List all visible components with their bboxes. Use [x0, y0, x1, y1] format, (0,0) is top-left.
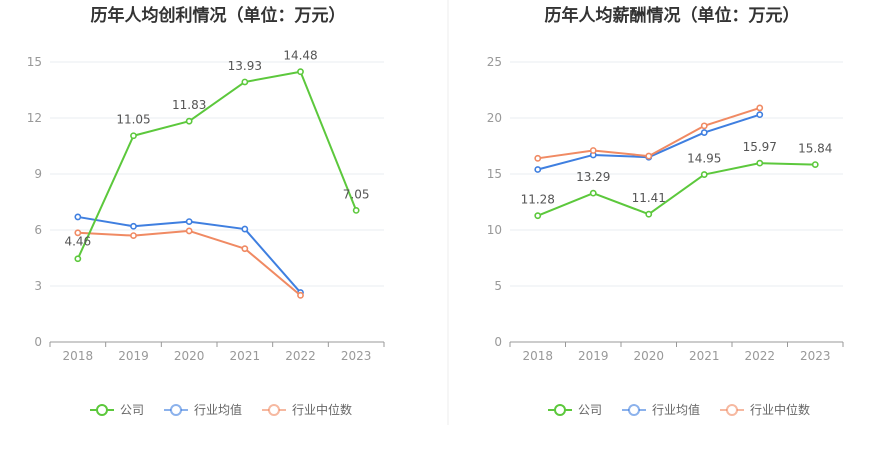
data-point-company: [756, 159, 764, 167]
x-tick-label: 2020: [633, 349, 664, 363]
data-point-company: [534, 212, 542, 220]
y-tick-label: 3: [34, 279, 42, 293]
data-label: 11.83: [172, 98, 206, 112]
y-tick-label: 25: [487, 55, 502, 69]
data-label: 14.48: [283, 49, 317, 63]
y-tick-label: 20: [487, 111, 502, 125]
data-point-company: [589, 189, 597, 197]
series-line-industry_median: [537, 106, 761, 160]
data-label: 13.93: [228, 59, 262, 73]
legend-item-label[interactable]: 行业均值: [194, 402, 242, 417]
data-point-company: [130, 132, 137, 140]
x-tick-label: 2023: [341, 349, 372, 363]
data-point-industry_median: [185, 227, 193, 235]
x-tick-label: 2020: [174, 349, 205, 363]
x-tick-label: 2023: [800, 349, 831, 363]
legend-swatch-marker: [628, 404, 640, 416]
legend-swatch-marker: [268, 404, 280, 416]
x-tick-label: 2021: [689, 349, 720, 363]
x-tick-label: 2022: [744, 349, 775, 363]
data-label: 11.41: [632, 191, 666, 205]
legend-item-label[interactable]: 行业中位数: [750, 402, 810, 417]
y-tick-label: 15: [27, 55, 42, 69]
data-point-industry_median: [534, 154, 542, 162]
data-point-industry_avg: [185, 218, 193, 225]
x-tick-label: 2019: [578, 349, 609, 363]
data-point-industry_median: [241, 245, 249, 253]
x-tick-label: 2018: [63, 349, 94, 363]
data-point-industry_avg: [700, 129, 708, 136]
data-point-industry_median: [700, 122, 708, 130]
x-tick-label: 2021: [230, 349, 261, 363]
x-tick-label: 2019: [118, 349, 149, 363]
y-tick-label: 15: [487, 167, 502, 181]
legend-item-label[interactable]: 行业中位数: [292, 402, 352, 417]
data-point-industry_avg: [241, 225, 249, 233]
data-point-company: [74, 255, 82, 263]
data-point-industry_avg: [756, 111, 764, 119]
x-tick-label: 2018: [522, 349, 553, 363]
data-point-company: [700, 171, 708, 178]
chart-title: 历年人均创利情况（单位：万元）: [91, 5, 346, 26]
y-tick-label: 10: [487, 223, 502, 237]
y-tick-label: 0: [34, 335, 42, 349]
y-tick-label: 12: [27, 111, 42, 125]
data-point-company: [241, 78, 249, 86]
series-line-company: [76, 70, 358, 260]
y-tick-label: 9: [34, 167, 42, 181]
data-label: 13.29: [576, 170, 610, 184]
data-point-company: [352, 206, 360, 214]
data-point-company: [645, 210, 653, 218]
legend-swatch-marker: [170, 404, 182, 416]
legend-swatch-marker: [554, 404, 566, 416]
data-point-industry_median: [130, 232, 137, 239]
data-label: 11.05: [116, 113, 150, 127]
y-tick-label: 5: [494, 279, 502, 293]
legend-swatch-marker: [726, 404, 738, 416]
legend-item-label[interactable]: 行业均值: [652, 402, 700, 417]
data-point-company: [297, 68, 304, 76]
data-label: 15.84: [798, 142, 832, 156]
series-line-industry_avg: [537, 113, 761, 171]
data-label: 4.46: [64, 235, 91, 249]
legend-item-label[interactable]: 公司: [578, 403, 602, 417]
series-line-company: [537, 162, 816, 217]
chart-title: 历年人均薪酬情况（单位：万元）: [545, 5, 800, 26]
y-tick-label: 6: [34, 223, 42, 237]
x-tick-label: 2022: [285, 349, 316, 363]
y-tick-label: 0: [494, 335, 502, 349]
legend-swatch-marker: [96, 404, 108, 416]
data-point-industry_avg: [74, 213, 82, 221]
legend-item-label[interactable]: 公司: [120, 403, 144, 417]
data-point-company: [811, 161, 819, 168]
data-label: 14.95: [687, 152, 721, 166]
data-point-industry_median: [589, 147, 597, 154]
data-label: 7.05: [343, 187, 370, 201]
data-point-industry_median: [297, 291, 304, 299]
data-point-industry_median: [756, 104, 764, 112]
data-point-industry_median: [74, 229, 82, 237]
data-label: 15.97: [743, 140, 777, 154]
data-label: 11.28: [521, 193, 555, 207]
data-point-industry_avg: [130, 222, 137, 230]
data-point-industry_median: [645, 152, 653, 160]
data-point-company: [185, 117, 193, 125]
data-point-industry_avg: [534, 166, 542, 173]
